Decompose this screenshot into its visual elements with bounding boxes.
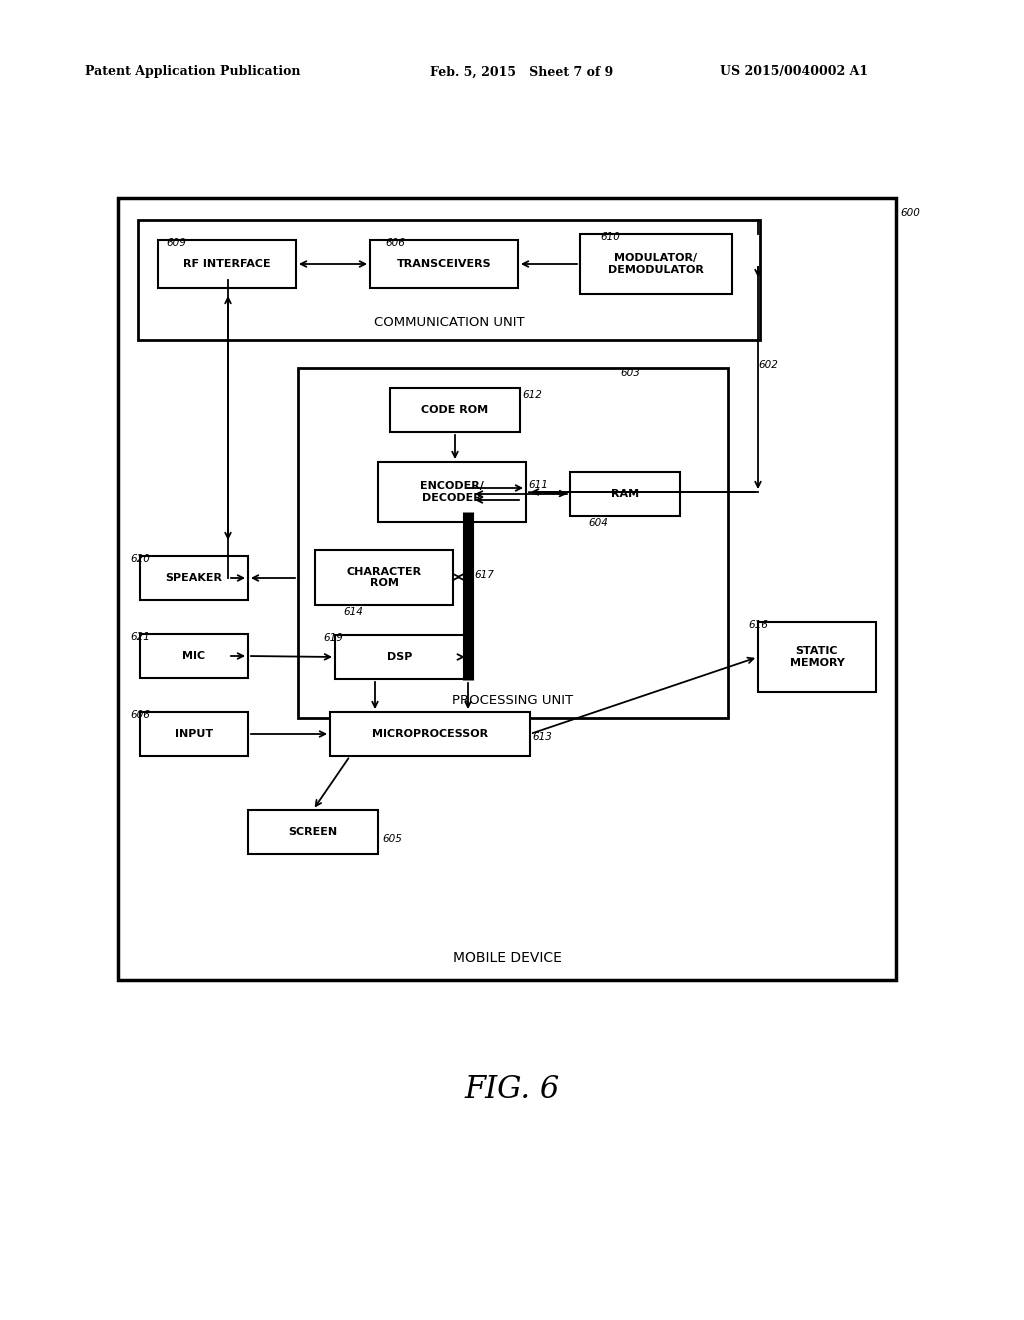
Bar [378, 462, 526, 521]
Text: 614: 614 [343, 607, 362, 616]
Bar [570, 473, 680, 516]
Text: CHARACTER
ROM: CHARACTER ROM [346, 566, 422, 589]
Text: MICROPROCESSOR: MICROPROCESSOR [372, 729, 488, 739]
Text: MODULATOR/
DEMODULATOR: MODULATOR/ DEMODULATOR [608, 253, 703, 275]
Bar [248, 810, 378, 854]
Bar [580, 234, 732, 294]
Text: 620: 620 [130, 554, 150, 564]
Bar [140, 634, 248, 678]
Bar [140, 556, 248, 601]
Bar [330, 711, 530, 756]
Text: INPUT: INPUT [175, 729, 213, 739]
Text: 617: 617 [474, 570, 494, 579]
Text: SPEAKER: SPEAKER [166, 573, 222, 583]
Bar [315, 550, 453, 605]
Text: 606: 606 [130, 710, 150, 719]
Bar [140, 711, 248, 756]
Bar [370, 240, 518, 288]
Text: MIC: MIC [182, 651, 206, 661]
Bar [118, 198, 896, 979]
Text: 621: 621 [130, 632, 150, 642]
Text: 609: 609 [166, 238, 186, 248]
Text: 602: 602 [758, 360, 778, 370]
Text: Feb. 5, 2015   Sheet 7 of 9: Feb. 5, 2015 Sheet 7 of 9 [430, 66, 613, 78]
Text: 611: 611 [528, 480, 548, 490]
Text: 603: 603 [620, 368, 640, 378]
Text: COMMUNICATION UNIT: COMMUNICATION UNIT [374, 315, 524, 329]
Text: PROCESSING UNIT: PROCESSING UNIT [453, 693, 573, 706]
Text: 606: 606 [385, 238, 404, 248]
Bar [758, 622, 876, 692]
Text: TRANSCEIVERS: TRANSCEIVERS [396, 259, 492, 269]
Text: 610: 610 [600, 232, 620, 242]
Bar [138, 220, 760, 341]
Bar [158, 240, 296, 288]
Text: US 2015/0040002 A1: US 2015/0040002 A1 [720, 66, 868, 78]
Text: CODE ROM: CODE ROM [422, 405, 488, 414]
Bar [298, 368, 728, 718]
Bar [390, 388, 520, 432]
Text: 612: 612 [522, 389, 542, 400]
Text: Patent Application Publication: Patent Application Publication [85, 66, 300, 78]
Text: 613: 613 [532, 733, 552, 742]
Text: STATIC
MEMORY: STATIC MEMORY [790, 647, 845, 668]
Text: DSP: DSP [387, 652, 413, 663]
Text: RAM: RAM [611, 488, 639, 499]
Bar [335, 635, 465, 678]
Text: 616: 616 [748, 620, 768, 630]
Text: 600: 600 [900, 209, 920, 218]
Text: 619: 619 [323, 634, 343, 643]
Text: 604: 604 [588, 517, 608, 528]
Text: ENCODER/
DECODER: ENCODER/ DECODER [420, 482, 484, 503]
Text: RF INTERFACE: RF INTERFACE [183, 259, 270, 269]
Text: FIG. 6: FIG. 6 [464, 1074, 560, 1106]
Text: 605: 605 [382, 834, 401, 843]
Text: SCREEN: SCREEN [289, 828, 338, 837]
Text: MOBILE DEVICE: MOBILE DEVICE [453, 950, 561, 965]
